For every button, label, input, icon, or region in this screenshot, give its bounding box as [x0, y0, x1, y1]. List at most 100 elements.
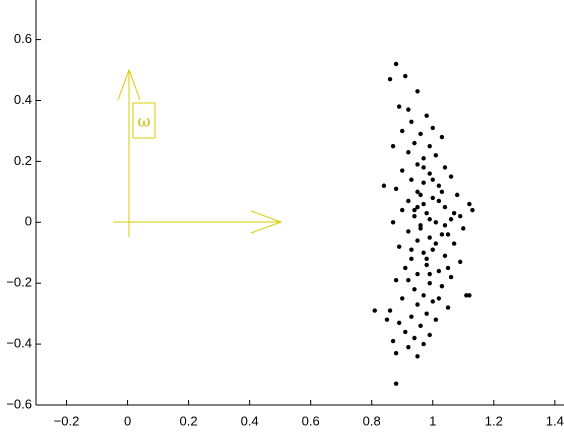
point: [418, 223, 423, 228]
point: [424, 256, 429, 262]
point: [390, 143, 396, 149]
point: [409, 177, 414, 182]
point: [400, 128, 405, 134]
point: [427, 332, 432, 338]
x-tick-label: 0.6: [302, 413, 320, 428]
y-tick-label: 0: [25, 214, 32, 229]
point: [436, 296, 442, 301]
point: [403, 329, 408, 335]
point: [421, 250, 426, 255]
point: [415, 302, 420, 307]
point: [451, 210, 457, 216]
point: [461, 226, 466, 231]
point: [427, 217, 432, 222]
point: [424, 311, 429, 316]
point: [454, 192, 460, 198]
point: [421, 341, 426, 347]
point: [421, 156, 426, 161]
point: [451, 241, 457, 246]
point: [396, 320, 402, 325]
point: [448, 174, 454, 179]
y-tick-label: 0.4: [14, 92, 32, 107]
point: [412, 140, 417, 146]
x-tick-label: 0.8: [363, 413, 381, 428]
x-tick-label: 1.2: [485, 413, 503, 428]
point: [406, 277, 411, 283]
point: [415, 271, 420, 277]
point: [412, 287, 417, 292]
x-tick-label: −0.2: [54, 413, 80, 428]
point: [400, 168, 405, 173]
point: [430, 177, 435, 182]
point: [418, 226, 423, 231]
point: [421, 165, 426, 170]
point: [390, 338, 396, 344]
y-tick-label: −0.4: [6, 336, 32, 351]
point: [418, 323, 423, 329]
point: [445, 265, 451, 271]
point: [415, 238, 420, 243]
point: [406, 198, 411, 204]
point: [421, 180, 426, 185]
y-tick-label: 0.2: [14, 153, 32, 168]
y-tick-label: 0.6: [14, 31, 32, 46]
point: [412, 207, 417, 213]
point: [412, 335, 417, 341]
point: [418, 131, 423, 137]
point: [409, 314, 414, 319]
point: [470, 207, 475, 213]
point: [409, 247, 414, 252]
point: [393, 277, 399, 283]
point: [424, 210, 429, 216]
point: [384, 317, 390, 322]
point: [439, 189, 445, 195]
x-tick-label: 0.2: [180, 413, 198, 428]
y-tick-label: −0.6: [6, 396, 32, 411]
point: [430, 195, 435, 201]
point: [433, 317, 439, 322]
point: [442, 204, 448, 210]
point: [390, 220, 396, 225]
point: [415, 189, 420, 195]
point: [418, 192, 423, 198]
point: [406, 344, 411, 350]
point: [393, 381, 399, 386]
point: [403, 73, 408, 79]
point: [442, 253, 448, 258]
x-tick-label: 0.4: [241, 413, 259, 428]
point: [387, 308, 393, 313]
point: [400, 207, 405, 213]
point: [412, 214, 417, 219]
point: [442, 223, 448, 228]
point: [442, 165, 448, 170]
point: [448, 274, 454, 280]
point: [424, 262, 429, 268]
point: [424, 113, 429, 118]
point: [387, 76, 393, 82]
point: [467, 293, 472, 298]
point: [439, 232, 445, 237]
point: [372, 308, 377, 313]
point: [415, 162, 420, 167]
point: [393, 186, 399, 191]
point: [406, 107, 411, 112]
point: [430, 125, 435, 131]
point: [458, 214, 463, 219]
point: [464, 293, 469, 298]
y-tick-label: −0.2: [6, 275, 32, 290]
point: [421, 201, 426, 207]
point: [433, 220, 439, 225]
point: [458, 259, 463, 265]
point: [430, 299, 435, 304]
point: [415, 204, 420, 210]
point: [393, 61, 399, 67]
point: [403, 265, 408, 271]
point: [409, 256, 414, 262]
point: [415, 89, 420, 94]
point: [436, 198, 442, 204]
point: [436, 268, 442, 274]
point: [445, 232, 451, 237]
annotation: ω: [137, 112, 150, 131]
point: [400, 296, 405, 301]
